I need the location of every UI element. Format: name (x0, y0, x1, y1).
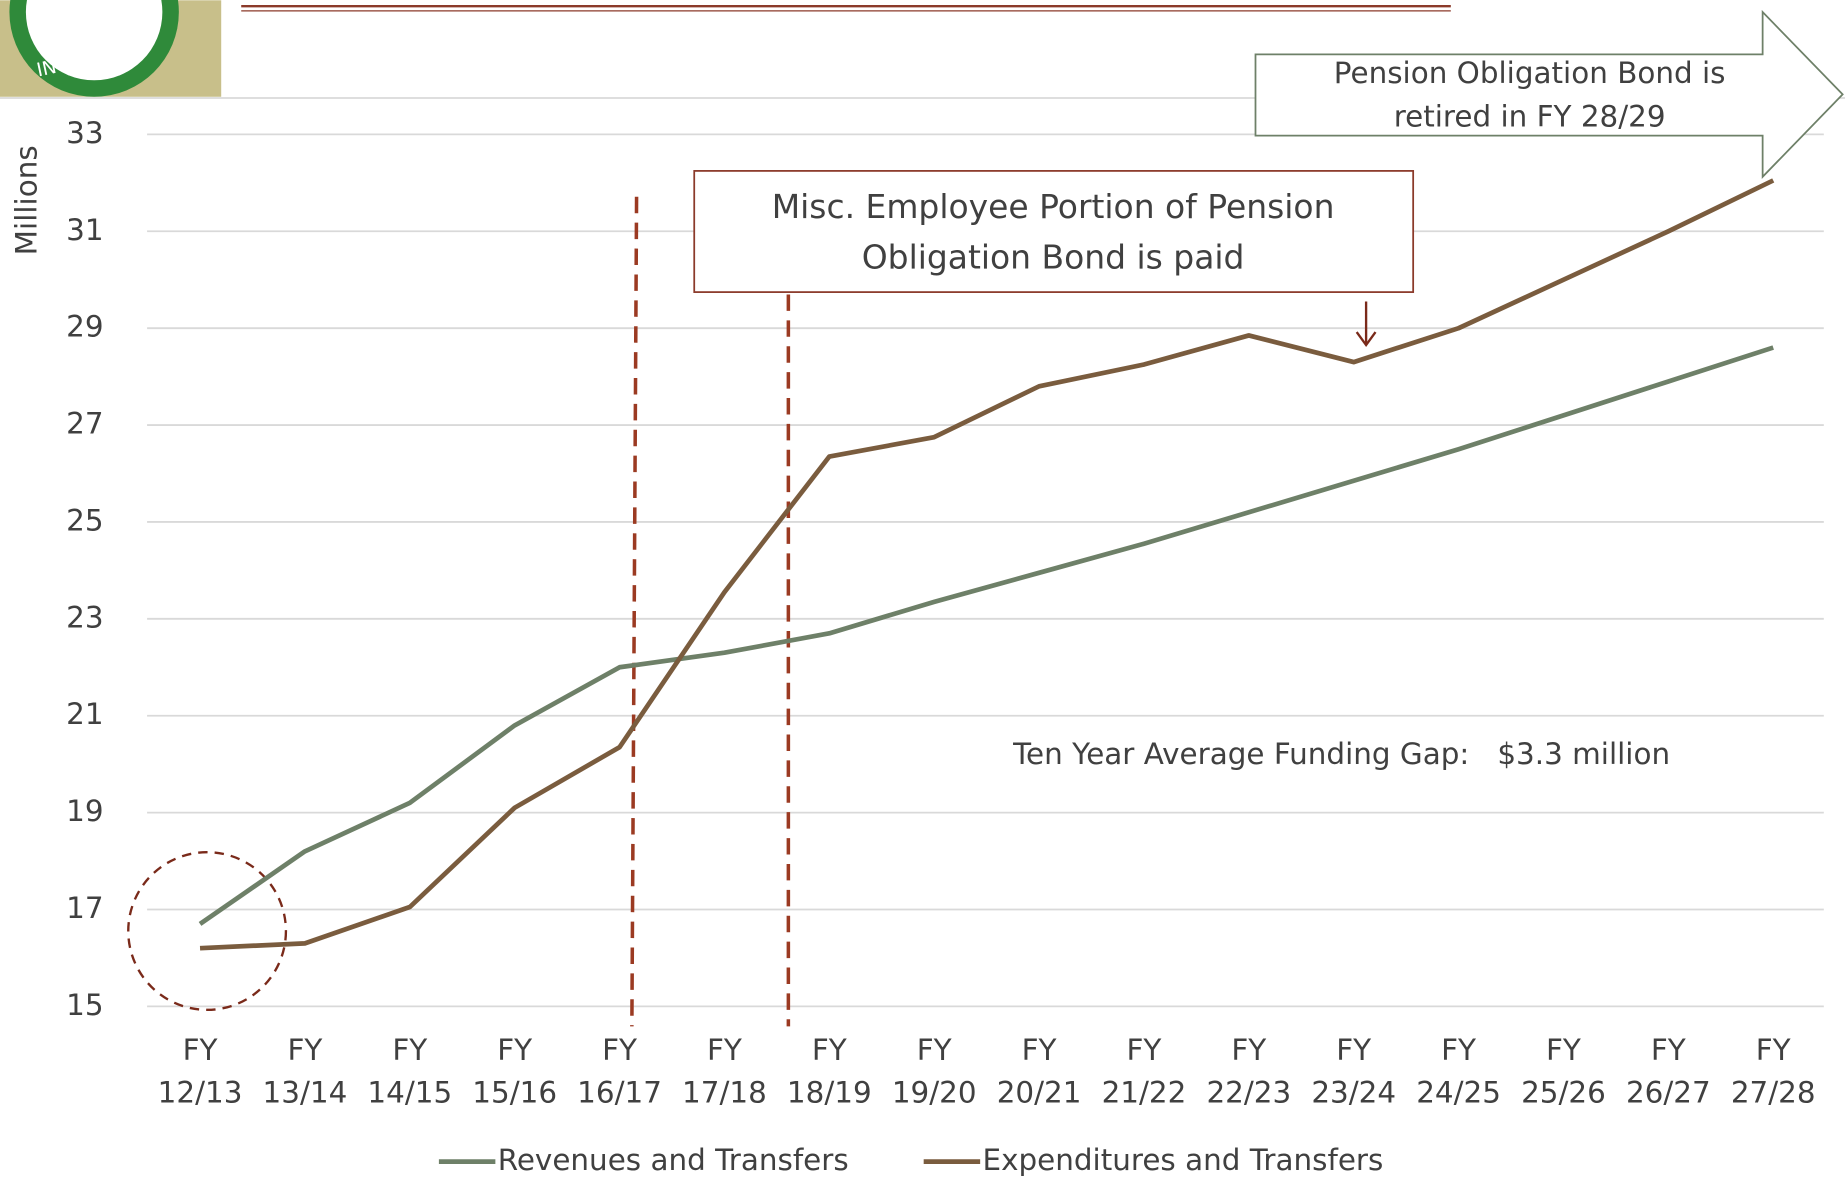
x-tick-label: FY 13/14 (263, 1033, 348, 1109)
x-tick-label: FY 15/16 (472, 1033, 557, 1109)
y-tick-label: 21 (66, 697, 103, 731)
x-tick-label-line: 19/20 (892, 1075, 977, 1109)
x-tick-label-line: FY (1756, 1033, 1792, 1067)
x-tick-label-line: 14/15 (367, 1075, 452, 1109)
y-tick-label: 25 (66, 503, 103, 537)
x-tick-label: FY 24/25 (1416, 1033, 1501, 1109)
x-tick-label: FY 20/21 (997, 1033, 1082, 1109)
x-tick-label-line: 13/14 (263, 1075, 348, 1109)
x-tick-label-line: 22/23 (1206, 1075, 1291, 1109)
x-tick-label-line: 21/22 (1102, 1075, 1187, 1109)
x-tick-label-line: FY (707, 1033, 743, 1067)
x-tick-label-line: 15/16 (472, 1075, 557, 1109)
legend-label: Expenditures and Transfers (983, 1143, 1384, 1177)
x-tick-label: FY 27/28 (1731, 1033, 1816, 1109)
x-tick-label: FY 12/13 (158, 1033, 243, 1109)
x-tick-label-line: FY (812, 1033, 848, 1067)
y-tick-label: 17 (66, 891, 103, 925)
x-tick-label-line: FY (1546, 1033, 1582, 1067)
x-tick-label-line: 27/28 (1731, 1075, 1816, 1109)
legend-label: Revenues and Transfers (498, 1143, 849, 1177)
x-tick-label-line: FY (392, 1033, 428, 1067)
highlight-circle (127, 851, 288, 1012)
y-tick-label: 19 (66, 794, 103, 828)
x-tick-label: FY 16/17 (577, 1033, 662, 1109)
x-tick-label-line: 18/19 (787, 1075, 872, 1109)
x-tick-label-line: 12/13 (158, 1075, 243, 1109)
y-tick-label: 15 (66, 988, 103, 1022)
x-tick-label-line: FY (1022, 1033, 1058, 1067)
y-tick-label: 29 (66, 310, 103, 344)
arrow-callout-text: retired in FY 28/29 (1394, 99, 1666, 133)
y-tick-label: 23 (66, 600, 103, 634)
gap-note: Ten Year Average Funding Gap: $3.3 milli… (1012, 737, 1670, 771)
x-tick-label: FY 25/26 (1521, 1033, 1606, 1109)
y-tick-label: 27 (66, 407, 103, 441)
callout-text: Misc. Employee Portion of Pension (772, 187, 1335, 226)
y-tick-label: 33 (66, 116, 103, 150)
x-tick-label: FY 19/20 (892, 1033, 977, 1109)
x-tick-label-line: FY (1231, 1033, 1267, 1067)
x-tick-label-line: 24/25 (1416, 1075, 1501, 1109)
x-tick-label-line: FY (497, 1033, 533, 1067)
arrow-callout (1254, 9, 1844, 179)
x-tick-label-line: 16/17 (577, 1075, 662, 1109)
x-tick-label-line: FY (1336, 1033, 1372, 1067)
x-tick-label-line: 20/21 (997, 1075, 1082, 1109)
x-tick-label-line: FY (1441, 1033, 1477, 1067)
data-line (199, 178, 1775, 951)
x-tick-label-line: FY (917, 1033, 953, 1067)
x-tick-label: FY 17/18 (682, 1033, 767, 1109)
callout-box (693, 170, 1415, 293)
y-axis-label: Millions (10, 145, 44, 255)
x-tick-label: FY 26/27 (1626, 1033, 1711, 1109)
x-tick-label-line: FY (1651, 1033, 1687, 1067)
x-tick-label-line: 23/24 (1311, 1075, 1396, 1109)
x-tick-label-line: 25/26 (1521, 1075, 1606, 1109)
x-tick-label: FY 18/19 (787, 1033, 872, 1109)
x-tick-label: FY 22/23 (1206, 1033, 1291, 1109)
callout-text: Obligation Bond is paid (862, 238, 1245, 277)
x-tick-label-line: FY (1127, 1033, 1163, 1067)
x-tick-label: FY 14/15 (367, 1033, 452, 1109)
data-line (198, 345, 1774, 926)
y-tick-label: 31 (66, 213, 103, 247)
x-tick-label-line: FY (183, 1033, 219, 1067)
x-tick-label-line: FY (287, 1033, 323, 1067)
x-tick-label: FY 23/24 (1311, 1033, 1396, 1109)
reference-line (630, 196, 639, 1027)
x-tick-label: FY 21/22 (1102, 1033, 1187, 1109)
callout-pointer-head (1355, 331, 1377, 348)
arrow-callout-text: Pension Obligation Bond is (1334, 56, 1726, 90)
x-tick-label-line: 17/18 (682, 1075, 767, 1109)
x-tick-label-line: FY (602, 1033, 638, 1067)
x-tick-label-line: 26/27 (1626, 1075, 1711, 1109)
logo-inner (25, 0, 163, 81)
